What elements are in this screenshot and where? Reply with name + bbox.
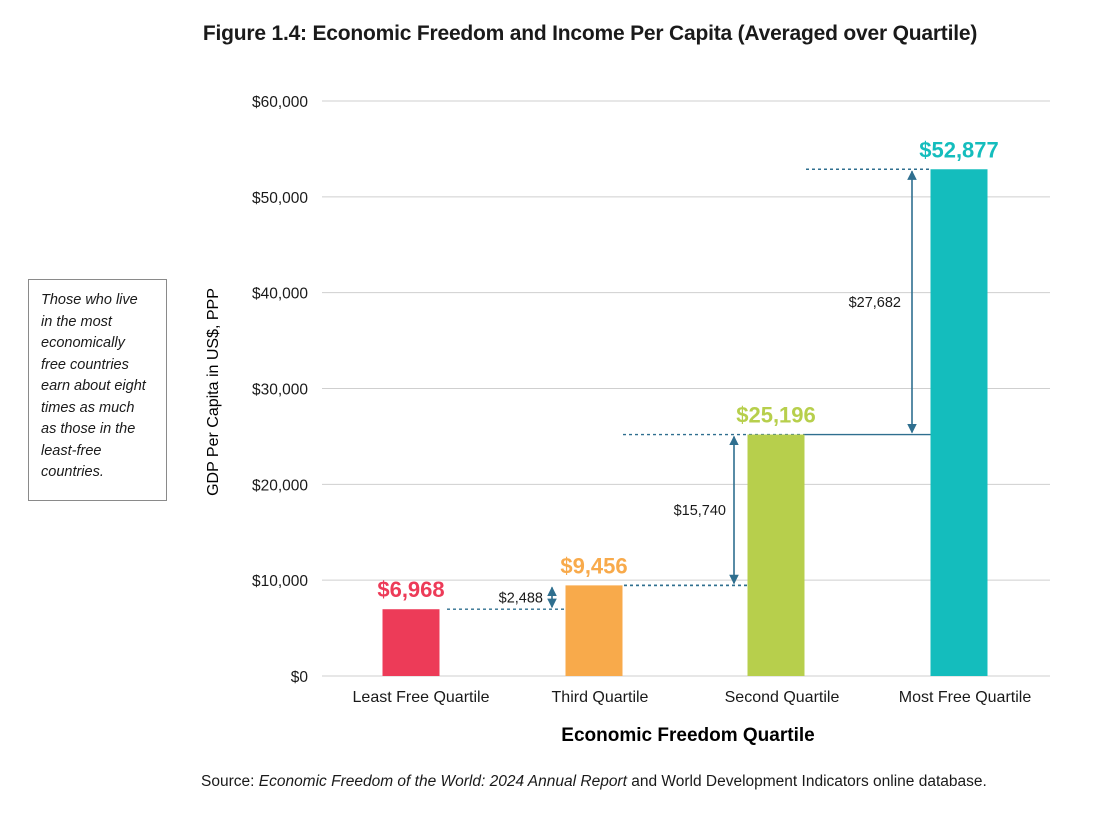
x-tick-label: Most Free Quartile <box>899 689 1032 706</box>
difference-label: $15,740 <box>674 503 726 519</box>
difference-label: $2,488 <box>499 590 543 606</box>
x-tick-label: Second Quartile <box>725 689 840 706</box>
value-label: $25,196 <box>736 403 816 428</box>
source-prefix: Source: <box>201 773 259 790</box>
source-title: Economic Freedom of the World: 2024 Annu… <box>258 773 627 790</box>
figure-title: Figure 1.4: Economic Freedom and Income … <box>202 22 978 45</box>
bars <box>382 169 988 676</box>
x-tick-label: Least Free Quartile <box>353 689 490 706</box>
bar-2 <box>565 585 623 676</box>
y-tick-label: $0 <box>291 669 309 686</box>
value-label: $6,968 <box>377 577 444 602</box>
difference-annotations: $2,488 $15,740 $27,682 <box>447 168 931 610</box>
source-note: Source: Economic Freedom of the World: 2… <box>201 773 987 791</box>
y-tick-label: $20,000 <box>252 477 308 494</box>
x-tick-labels: Least Free Quartile Third Quartile Second … <box>353 689 1032 706</box>
y-axis-label: GDP Per Capita in US$, PPP <box>205 288 222 496</box>
bar-1 <box>382 609 440 676</box>
x-axis-label: Economic Freedom Quartile <box>561 725 814 746</box>
y-tick-labels: $0 $10,000 $20,000 $30,000 $40,000 $50,000 $60… <box>252 94 308 686</box>
difference-label: $27,682 <box>849 295 901 311</box>
source-suffix: and World Development Indicators online … <box>626 773 987 790</box>
bar-4 <box>930 169 988 676</box>
y-tick-label: $30,000 <box>252 382 308 399</box>
y-tick-label: $40,000 <box>252 286 308 303</box>
value-label: $9,456 <box>560 553 627 578</box>
bar-3 <box>747 434 805 676</box>
annotation-note: Those who live in the most economically … <box>28 279 167 501</box>
y-tick-label: $10,000 <box>252 573 308 590</box>
y-tick-label: $50,000 <box>252 190 308 207</box>
value-labels: $6,968 $9,456 $25,196 $52,877 <box>377 137 998 602</box>
x-tick-label: Third Quartile <box>552 689 649 706</box>
value-label: $52,877 <box>919 137 999 162</box>
grid-layer <box>322 100 1050 677</box>
y-tick-label: $60,000 <box>252 94 308 111</box>
